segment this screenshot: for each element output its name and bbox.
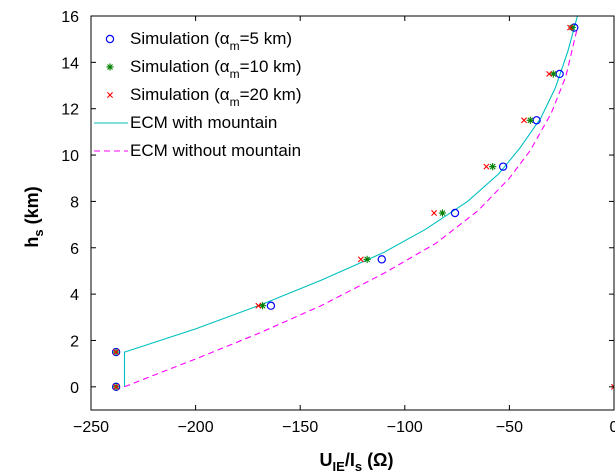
legend-marker-1 — [106, 63, 114, 71]
legend-label-1: Simulation (αm=10 km) — [130, 57, 301, 81]
data-point-s2-6 — [521, 117, 528, 124]
data-point-s0-4 — [450, 208, 460, 218]
series-line-3 — [123, 16, 578, 387]
legend-entry-3: ECM with mountain — [94, 113, 277, 132]
data-point-s1-4 — [438, 209, 447, 217]
data-point-extra-0 — [611, 383, 614, 390]
data-point-s1-3 — [363, 255, 371, 263]
y-tick-label: 16 — [61, 9, 79, 26]
data-point-s1-2 — [258, 302, 267, 310]
data-point-s0-5 — [498, 162, 508, 171]
legend-entry-0: Simulation (αm=5 km) — [105, 29, 292, 53]
y-axis-label: hs (km) — [22, 186, 46, 247]
legend-entry-2: Simulation (αm=20 km) — [107, 85, 301, 109]
y-tick-label: 12 — [61, 102, 79, 119]
x-tick-label: −100 — [387, 419, 423, 436]
data-point-s2-5 — [483, 163, 490, 170]
legend-label-4: ECM without mountain — [130, 141, 301, 160]
data-point-s1-6 — [526, 116, 534, 124]
data-point-s2-3 — [357, 256, 364, 263]
legend-label-0: Simulation (αm=5 km) — [130, 29, 292, 53]
y-tick-label: 2 — [70, 333, 79, 350]
y-tick-label: 0 — [70, 380, 79, 397]
axes: −250 −200 −150 −100 −50 0 0 2 4 6 8 10 12 14 16 UIE/Is … — [22, 9, 615, 474]
data-point-s0-3 — [377, 255, 386, 264]
y-tick-label: 10 — [61, 148, 79, 165]
x-tick-label: −50 — [496, 419, 523, 436]
x-tick-label: 0 — [610, 419, 615, 436]
data-point-s2-1 — [113, 349, 120, 356]
axes-frame — [90, 15, 615, 411]
x-tick-label: −150 — [282, 419, 318, 436]
legend-label-2: Simulation (αm=20 km) — [130, 85, 301, 109]
y-tick-label: 4 — [70, 287, 79, 304]
data-point-s0-2 — [266, 301, 276, 310]
legend-label-3: ECM with mountain — [130, 113, 277, 132]
plot-area — [111, 16, 614, 392]
data-point-s2-8 — [567, 24, 574, 31]
legend-entry-4: ECM without mountain — [94, 141, 301, 160]
data-point-s2-0 — [113, 383, 120, 390]
y-tick-label: 14 — [61, 55, 79, 72]
x-axis-label: UIE/Is (Ω) — [320, 450, 394, 474]
x-tick-label: −200 — [178, 419, 214, 436]
x-tick-label: −250 — [73, 419, 109, 436]
legend-entry-1: Simulation (αm=10 km) — [106, 57, 301, 81]
data-point-s1-7 — [549, 70, 557, 78]
data-point-s1-5 — [489, 163, 497, 171]
data-point-s2-7 — [546, 70, 553, 77]
legend: Simulation (αm=5 km) Simulation (αm=10 km… — [94, 29, 301, 160]
legend-marker-2 — [107, 92, 113, 98]
data-point-s2-2 — [255, 302, 262, 309]
data-point-s2-4 — [431, 210, 438, 216]
y-tick-label: 8 — [70, 194, 79, 211]
series-line-4 — [124, 27, 578, 388]
y-tick-label: 6 — [70, 241, 79, 258]
legend-marker-0 — [105, 34, 115, 44]
